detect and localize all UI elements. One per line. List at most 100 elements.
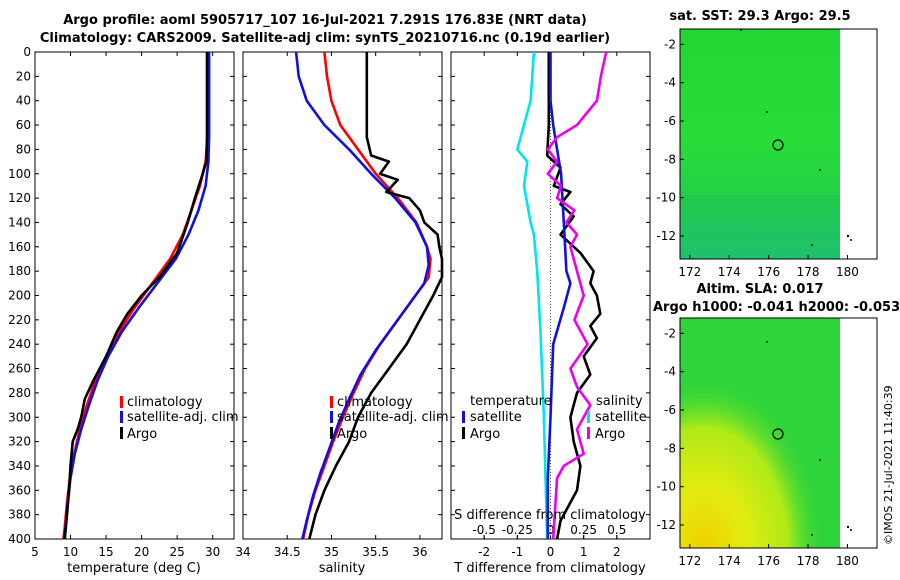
s-difference-label: S difference from climatology bbox=[454, 508, 646, 523]
x-tick-label: 20 bbox=[134, 545, 149, 559]
depth-tick-label: 340 bbox=[8, 459, 31, 473]
legend-swatch-sal-argo bbox=[587, 427, 590, 439]
legend-label-satellite: satellite-adj. clim bbox=[337, 410, 449, 425]
series-line-salinity-argo bbox=[546, 51, 608, 540]
legend-label-climatology: climatology bbox=[337, 395, 413, 410]
sst-cool-region bbox=[680, 195, 840, 259]
sst-map-title: sat. SST: 29.3 Argo: 29.5 bbox=[669, 9, 851, 24]
map-y-tick-label: -6 bbox=[664, 403, 676, 417]
map-x-tick-label: 180 bbox=[836, 554, 859, 568]
temperature-axes-frame bbox=[34, 51, 235, 540]
island-dot bbox=[850, 239, 852, 241]
s-tick-label: -0.5 bbox=[472, 523, 495, 537]
sst-map-axes: 172 174 176 178 180 -2 -4 -6 -8 -10 -12 bbox=[656, 37, 859, 279]
island-dot bbox=[846, 234, 850, 238]
sla-map: 172 174 176 178 180 -2 -4 -6 -8 -10 -12 bbox=[656, 317, 878, 568]
series-line-salinity-satellite bbox=[546, 52, 572, 539]
s-tick-label: -0.25 bbox=[502, 523, 533, 537]
salinity-xlabel: salinity bbox=[319, 561, 366, 576]
legend-swatch-satellite bbox=[330, 411, 333, 423]
x-tick-label: 34.5 bbox=[274, 545, 301, 559]
depth-tick-label: 200 bbox=[8, 289, 31, 303]
island-dot bbox=[846, 525, 850, 529]
depth-tick-label: 100 bbox=[8, 167, 31, 181]
map-x-tick-label: 176 bbox=[757, 265, 780, 279]
map-y-tick-label: -2 bbox=[664, 326, 676, 340]
figure-title-line2: Climatology: CARS2009. Satellite-adj cli… bbox=[39, 31, 611, 46]
x-tick-label: 34 bbox=[235, 545, 250, 559]
island-dot bbox=[766, 111, 768, 113]
depth-tick-label: 140 bbox=[8, 215, 31, 229]
island-dot bbox=[766, 341, 768, 343]
depth-tick-label: 300 bbox=[8, 410, 31, 424]
x-tick-label: 35 bbox=[324, 545, 339, 559]
island-dot bbox=[811, 534, 813, 536]
map-x-tick-label: 180 bbox=[836, 265, 859, 279]
series-line-climatology bbox=[62, 52, 210, 540]
sla-map-title-line1: Altim. SLA: 0.017 bbox=[696, 282, 824, 297]
map-x-tick-label: 178 bbox=[797, 554, 820, 568]
s-tick-label: 0.25 bbox=[570, 523, 597, 537]
map-y-tick-label: -4 bbox=[664, 365, 676, 379]
legend-label-satellite: satellite-adj. clim bbox=[127, 410, 239, 425]
depth-tick-label: 240 bbox=[8, 337, 31, 351]
legend-label-sal-satellite: satellite bbox=[595, 410, 647, 425]
sla-map-title-line2: Argo h1000: -0.041 h2000: -0.053 bbox=[653, 300, 900, 315]
salinity-legend: climatology satellite-adj. clim Argo bbox=[330, 395, 449, 442]
map-x-tick-label: 174 bbox=[718, 265, 741, 279]
map-y-tick-label: -10 bbox=[656, 480, 676, 494]
depth-tick-label: 120 bbox=[8, 191, 31, 205]
map-y-tick-label: -12 bbox=[656, 229, 676, 243]
temperature-legend: climatology satellite-adj. clim Argo bbox=[120, 395, 239, 442]
imos-credit: ©IMOS 21-Jul-2021 11:40:39 bbox=[882, 385, 895, 545]
depth-tick-label: 80 bbox=[16, 142, 31, 156]
map-y-tick-label: -12 bbox=[656, 518, 676, 532]
depth-tick-label: 20 bbox=[16, 69, 31, 83]
x-tick-label: -2 bbox=[478, 545, 490, 559]
map-y-tick-label: -8 bbox=[664, 441, 676, 455]
legend-label-argo: Argo bbox=[127, 427, 157, 442]
depth-tick-label: 400 bbox=[8, 532, 31, 546]
x-tick-label: 2 bbox=[613, 545, 621, 559]
legend-label-sal-argo: Argo bbox=[595, 427, 625, 442]
legend-label-temp-argo: Argo bbox=[470, 427, 500, 442]
island-dot bbox=[850, 529, 852, 531]
series-line-satellite bbox=[294, 51, 431, 540]
depth-tick-label: 40 bbox=[16, 94, 31, 108]
legend-label-salinity: salinity bbox=[596, 394, 643, 409]
sst-field bbox=[680, 29, 840, 259]
map-x-tick-label: 178 bbox=[797, 265, 820, 279]
map-y-tick-label: -10 bbox=[656, 191, 676, 205]
sla-warm-anomaly bbox=[680, 318, 840, 548]
figure-title-line1: Argo profile: aoml 5905717_107 16-Jul-20… bbox=[63, 13, 587, 28]
legend-swatch-satellite bbox=[120, 411, 123, 423]
legend-label-argo: Argo bbox=[337, 427, 367, 442]
sst-map: 172 174 176 178 180 -2 -4 -6 -8 -10 -12 bbox=[656, 28, 878, 279]
map-y-tick-label: -8 bbox=[664, 152, 676, 166]
s-tick-label: 0.5 bbox=[607, 523, 626, 537]
depth-axis: 0 20 40 60 80 100 120 140 160 180 200 220 240 260 280 3… bbox=[8, 45, 31, 546]
x-tick-label: 0 bbox=[547, 545, 555, 559]
island-dot bbox=[811, 244, 813, 246]
sst-argo-location-marker bbox=[772, 139, 784, 151]
x-tick-label: -1 bbox=[511, 545, 523, 559]
depth-tick-label: 380 bbox=[8, 508, 31, 522]
series-line-temperature-satellite bbox=[515, 51, 549, 540]
map-y-tick-label: -4 bbox=[664, 76, 676, 90]
sla-argo-location-marker bbox=[772, 428, 784, 440]
series-line-argo bbox=[308, 52, 444, 540]
legend-label-climatology: climatology bbox=[127, 395, 203, 410]
legend-swatch-argo bbox=[330, 427, 333, 439]
temperature-plot: 5 10 15 20 25 30 bbox=[31, 51, 234, 559]
map-x-tick-label: 176 bbox=[757, 554, 780, 568]
map-x-tick-label: 172 bbox=[678, 554, 701, 568]
series-line-temperature-argo bbox=[545, 52, 602, 540]
salinity-plot: 34 34.5 35 35.5 36 bbox=[235, 51, 444, 559]
legend-swatch-climatology bbox=[120, 396, 123, 408]
island-dot bbox=[819, 169, 821, 171]
depth-tick-label: 220 bbox=[8, 313, 31, 327]
difference-xlabel: T difference from climatology bbox=[453, 561, 646, 576]
x-tick-label: 36 bbox=[412, 545, 427, 559]
